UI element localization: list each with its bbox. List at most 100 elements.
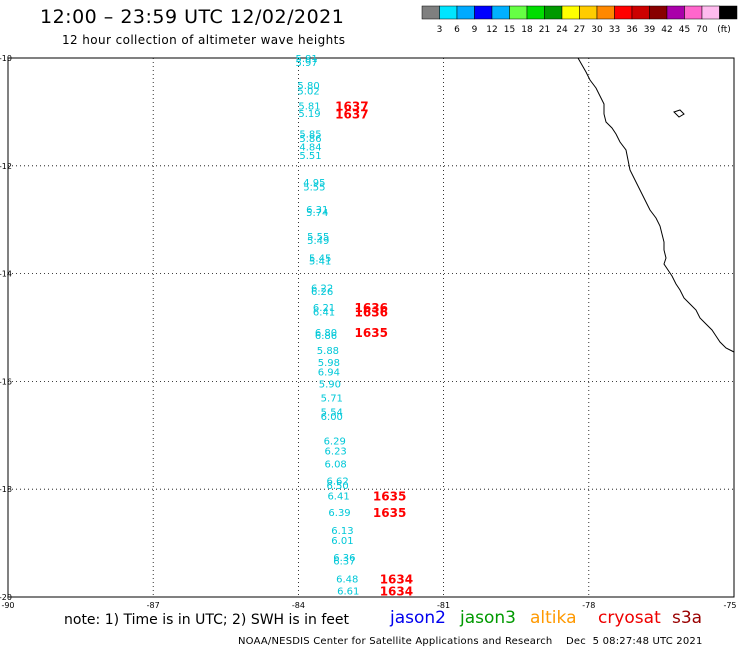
- coastline-path: [577, 57, 735, 353]
- pass-time-label: 1635: [355, 326, 388, 340]
- pass-time-label: 1635: [373, 490, 406, 504]
- axis-tick-labels: -10 -12 -14 -16 -18 -20-90 -87 -84 -81 -78 -75: [0, 54, 737, 610]
- pass-time-label: 1636: [355, 301, 388, 315]
- wave-height-label: 5.19: [298, 109, 320, 120]
- lon-tick-label: -90: [1, 601, 14, 610]
- pass-time-label: 1636: [355, 305, 388, 319]
- wave-height-label: 5.98: [318, 358, 340, 369]
- scale-label: 15: [504, 25, 515, 35]
- lon-tick-label: -78: [582, 601, 595, 610]
- legend-jason3: jason3: [460, 608, 516, 628]
- scale-label: 12: [486, 25, 497, 35]
- lon-tick-label: -87: [147, 601, 160, 610]
- scale-label: 18: [521, 25, 533, 35]
- wave-height-color-scale: 3 6 9 12 15 18 21 24 27 30 33 36 39 42 45 70 (ft): [421, 5, 738, 35]
- wave-height-label: 6.13: [331, 526, 353, 537]
- pass-time-label: 1635: [373, 506, 406, 520]
- wave-height-label: 5.41: [309, 257, 331, 268]
- wave-height-label: 6.08: [325, 459, 347, 470]
- lat-tick-label: -18: [0, 485, 12, 494]
- scale-label: 6: [454, 25, 460, 35]
- scale-label: 30: [591, 25, 603, 35]
- wave-height-label: 6.37: [333, 556, 355, 567]
- scale-label: 39: [644, 25, 656, 35]
- wave-height-label: 6.50: [326, 481, 348, 492]
- pass-time-label: 1637: [335, 99, 368, 113]
- map-title: 12:00 – 23:59 UTC 12/02/2021: [40, 6, 345, 28]
- wave-height-label: 5.88: [317, 346, 339, 357]
- lat-tick-label: -20: [0, 593, 12, 602]
- wave-height-labels: 5.815.975.805.025.815.195.855.864.845.51…: [295, 54, 359, 598]
- scale-label: 33: [609, 25, 620, 35]
- wave-height-label: 6.39: [328, 508, 350, 519]
- pass-time-label: 1634: [380, 585, 413, 599]
- wave-height-label: 5.85: [299, 129, 321, 140]
- wave-height-label: 6.94: [318, 368, 340, 379]
- wave-height-label: 5.97: [295, 58, 317, 69]
- legend-altika: altika: [530, 608, 577, 628]
- wave-height-label: 5.74: [306, 208, 328, 219]
- wave-height-label: 5.45: [309, 253, 331, 264]
- wave-height-label: 5.86: [299, 134, 321, 145]
- scale-label: 21: [539, 25, 550, 35]
- wave-height-label: 5.54: [321, 408, 343, 419]
- wave-height-label: 4.95: [303, 178, 325, 189]
- wave-height-label: 6.22: [311, 284, 333, 295]
- wave-height-label: 5.71: [321, 394, 343, 405]
- legend-jason2: jason2: [390, 608, 446, 628]
- legend-cryosat: cryosat: [598, 608, 661, 628]
- wave-height-label: 6.26: [311, 287, 333, 298]
- island-shape: [673, 109, 685, 118]
- map-frame: [7, 57, 735, 598]
- lat-tick-label: -16: [0, 377, 12, 386]
- wave-height-label: 6.80: [315, 328, 337, 339]
- wave-height-label: 5.49: [307, 236, 329, 247]
- pass-time-label: 1637: [335, 108, 368, 122]
- lat-tick-label: -10: [0, 54, 12, 63]
- scale-label: 36: [626, 25, 638, 35]
- wave-height-label: 6.41: [327, 492, 349, 503]
- coastline: [577, 57, 735, 353]
- wave-height-label: 6.36: [333, 553, 355, 564]
- footer-note: note: 1) Time is in UTC; 2) SWH is in fe…: [64, 612, 350, 628]
- scale-swatch: [719, 5, 738, 20]
- wave-height-label: 5.81: [298, 101, 320, 112]
- wave-height-label: 5.51: [299, 151, 321, 162]
- legend-s3a: s3a: [672, 608, 703, 628]
- pass-time-label: 1634: [380, 573, 413, 587]
- wave-height-label: 5.90: [319, 380, 341, 391]
- map-gridlines: [8, 58, 734, 597]
- scale-label: 9: [472, 25, 478, 35]
- scale-label: 27: [574, 25, 585, 35]
- scale-label: 45: [679, 25, 690, 35]
- wave-height-label: 6.62: [326, 477, 348, 488]
- wave-height-label: 6.48: [336, 575, 358, 586]
- lon-tick-label: -84: [292, 601, 305, 610]
- scale-label: 70: [696, 25, 708, 35]
- wave-height-label: 5.81: [295, 54, 317, 65]
- lon-tick-label: -81: [437, 601, 450, 610]
- wave-height-label: 6.01: [331, 536, 353, 547]
- wave-height-label: 5.80: [297, 81, 319, 92]
- lat-tick-label: -14: [0, 270, 12, 279]
- scale-label: 3: [437, 25, 443, 35]
- wave-height-label: 6.41: [313, 307, 335, 318]
- lon-tick-label: -75: [723, 601, 736, 610]
- wave-height-label: 6.21: [313, 303, 335, 314]
- footer-credit: NOAA/NESDIS Center for Satellite Applica…: [238, 636, 703, 647]
- wave-height-label: 6.86: [315, 331, 337, 342]
- wave-height-label: 6.31: [306, 205, 328, 216]
- wave-height-label: 5.55: [307, 232, 329, 243]
- map-subtitle: 12 hour collection of altimeter wave hei…: [62, 33, 346, 47]
- scale-label: 42: [661, 25, 672, 35]
- scale-label: (ft): [717, 25, 731, 35]
- lat-tick-label: -12: [0, 162, 12, 171]
- wave-height-label: 4.84: [299, 142, 321, 153]
- wave-height-label: 6.61: [337, 587, 359, 598]
- wave-height-label: 6.29: [324, 437, 346, 448]
- scale-label: 24: [556, 25, 568, 35]
- wave-height-label: 6.00: [321, 412, 343, 423]
- wave-height-label: 6.23: [325, 446, 347, 457]
